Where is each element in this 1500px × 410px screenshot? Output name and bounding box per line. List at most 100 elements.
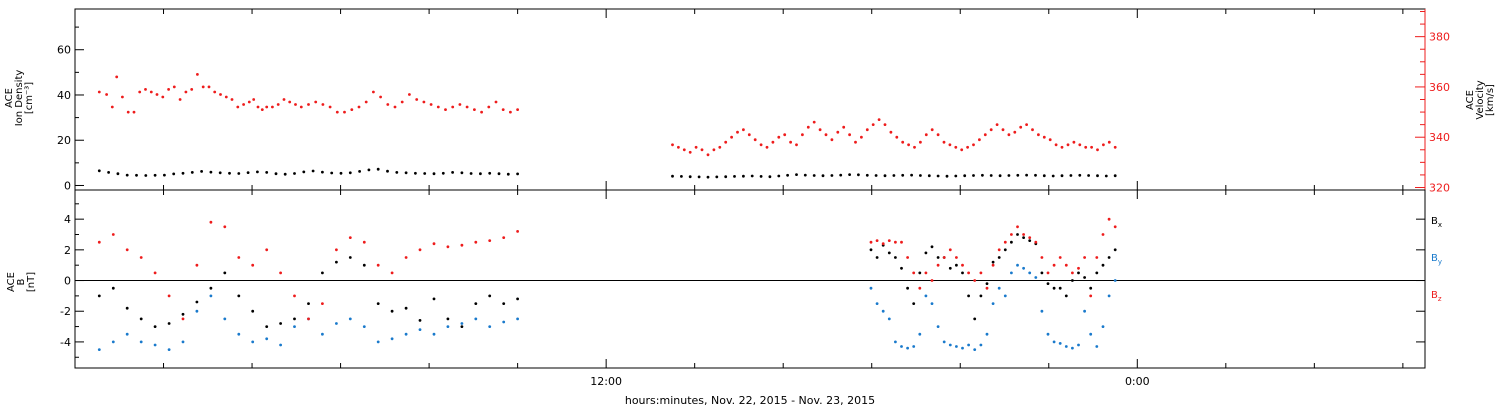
data-point-velocity: [759, 143, 763, 147]
data-point-velocity: [742, 128, 745, 132]
data-point-by: [1064, 345, 1068, 348]
data-point-velocity: [276, 103, 280, 106]
data-point-velocity: [400, 100, 404, 104]
data-point-bx: [488, 294, 492, 298]
data-point-ion-density: [1078, 173, 1082, 177]
data-point-ion-density: [865, 173, 869, 177]
data-point-velocity: [706, 153, 710, 157]
data-point-velocity: [789, 140, 792, 144]
data-point-by: [446, 325, 450, 328]
data-point-velocity: [1078, 143, 1082, 147]
data-point-ion-density: [1113, 174, 1117, 178]
data-point-velocity: [1037, 133, 1040, 137]
data-point-velocity: [207, 85, 211, 89]
data-point-velocity: [1042, 135, 1046, 139]
data-point-velocity: [184, 90, 188, 94]
data-point-bz: [1101, 233, 1105, 236]
data-point-ion-density: [874, 174, 878, 177]
data-point-bx: [1046, 282, 1050, 285]
data-point-velocity: [213, 90, 217, 94]
data-point-ion-density: [479, 172, 482, 176]
data-point-velocity: [307, 103, 310, 106]
data-point-bx: [139, 317, 143, 321]
data-point-ion-density: [200, 170, 204, 173]
data-point-velocity: [1054, 143, 1058, 147]
data-point-by: [390, 337, 394, 341]
data-point-ion-density: [724, 175, 728, 179]
data-point-bz: [1064, 263, 1068, 267]
data-point-bz: [1046, 271, 1050, 275]
data-point-bz: [209, 220, 213, 224]
y-tick-label-right: 360: [1429, 81, 1450, 94]
data-point-bx: [307, 302, 310, 305]
data-point-by: [1071, 346, 1074, 350]
ylabel-velocity: ACE Velocity [km/s]: [1465, 80, 1496, 119]
data-point-ion-density: [883, 174, 887, 178]
data-point-bx: [924, 251, 928, 255]
data-point-velocity: [1107, 140, 1111, 144]
data-point-velocity: [364, 100, 368, 104]
data-point-ion-density: [715, 175, 719, 179]
data-point-ion-density: [218, 171, 222, 175]
data-point-ion-density: [432, 172, 436, 176]
data-point-bx: [1064, 294, 1068, 298]
data-point-by: [362, 325, 366, 328]
data-point-bz: [1003, 240, 1007, 244]
data-point-bz: [125, 248, 129, 252]
data-point-bz: [1071, 271, 1074, 275]
data-point-ion-density: [927, 174, 931, 178]
data-point-velocity: [458, 103, 462, 106]
data-point-bz: [321, 302, 324, 305]
data-point-velocity: [677, 145, 680, 149]
data-point-ion-density: [1104, 174, 1108, 178]
y-tick-label: -2: [60, 305, 71, 318]
data-point-bx: [1083, 276, 1086, 279]
data-point-bz: [376, 263, 380, 267]
data-point-ion-density: [209, 170, 213, 174]
data-point-by: [223, 317, 227, 321]
data-point-ion-density: [803, 173, 807, 177]
data-point-velocity: [1019, 125, 1023, 129]
data-point-ion-density: [330, 171, 334, 175]
data-point-bz: [153, 271, 157, 275]
data-point-bx: [516, 297, 519, 301]
data-point-bx: [1113, 248, 1117, 252]
data-point-velocity: [422, 100, 426, 104]
data-point-by: [875, 302, 879, 305]
data-point-bx: [125, 306, 129, 310]
data-point-velocity: [765, 145, 769, 149]
data-point-by: [181, 340, 185, 344]
data-point-bz: [1040, 256, 1044, 259]
data-point-velocity: [372, 90, 375, 94]
data-point-bx: [979, 294, 983, 298]
y-tick-label-right: 380: [1429, 31, 1450, 44]
data-point-velocity: [1025, 123, 1028, 126]
y-tick-label-left: 0: [64, 179, 71, 192]
data-point-ion-density: [469, 172, 473, 175]
data-point-ion-density: [1069, 174, 1073, 177]
legend-bx: Bx: [1431, 216, 1442, 229]
data-point-ion-density: [680, 175, 683, 178]
data-point-ion-density: [936, 174, 940, 178]
top-frame: [74, 8, 1426, 191]
data-point-ion-density: [339, 171, 343, 175]
data-point-bz: [1058, 256, 1062, 259]
data-point-ion-density: [386, 169, 389, 173]
data-point-velocity: [901, 140, 905, 144]
data-point-bx: [1022, 236, 1025, 240]
data-point-by: [335, 322, 338, 325]
data-point-ion-density: [135, 173, 138, 177]
data-point-ion-density: [768, 175, 772, 179]
data-point-bx: [279, 322, 282, 325]
data-point-velocity: [126, 110, 130, 114]
data-point-bx: [404, 306, 408, 310]
data-point-bz: [1028, 236, 1032, 240]
data-point-ion-density: [972, 174, 975, 177]
data-point-bz: [1089, 294, 1093, 298]
data-point-velocity: [494, 100, 498, 104]
data-point-bz: [887, 239, 891, 243]
data-point-ion-density: [321, 170, 324, 174]
data-point-velocity: [260, 108, 264, 111]
data-point-by: [1113, 279, 1117, 282]
